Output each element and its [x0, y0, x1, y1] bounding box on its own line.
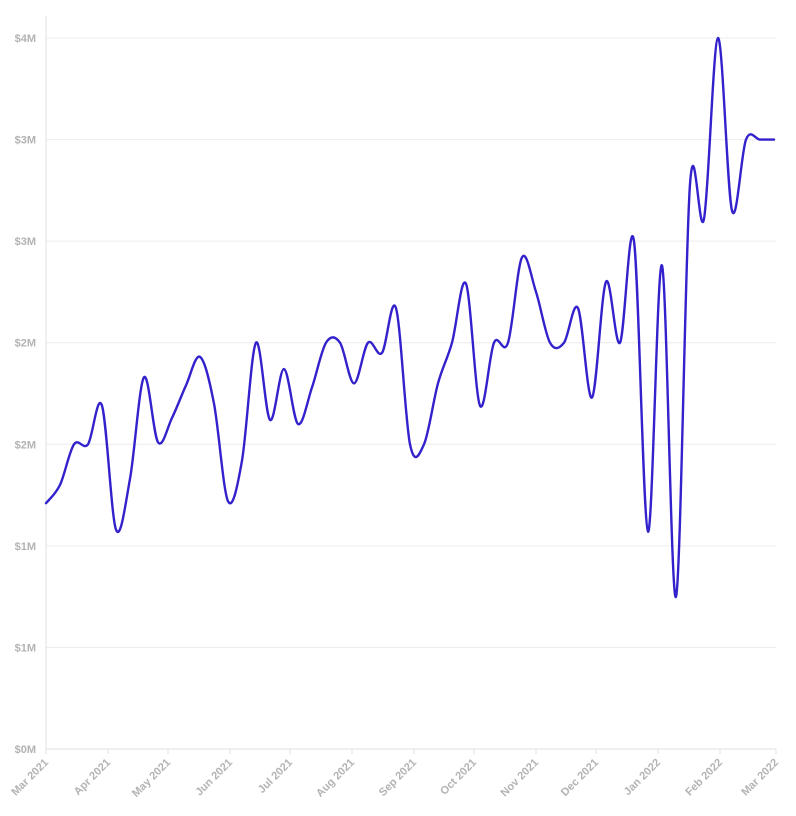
y-tick-label: $1M: [15, 541, 36, 553]
x-tick-label: Jun 2021: [193, 757, 235, 799]
y-tick-label: $3M: [15, 236, 36, 248]
y-tick-label: $4M: [15, 33, 36, 45]
x-tick-label: Oct 2021: [438, 757, 479, 798]
x-axis-tick-labels: Mar 2021 Apr 2021 May 2021 Jun 2021 Jul 2021…: [9, 749, 781, 800]
x-tick-label: Mar 2021: [9, 757, 51, 799]
y-tick-label: $3M: [15, 135, 36, 147]
x-tick-label: Sep 2021: [377, 757, 419, 799]
x-tick-label: Apr 2021: [72, 757, 113, 798]
x-tick-label: Dec 2021: [559, 757, 601, 799]
x-tick-label: Nov 2021: [498, 757, 541, 800]
y-axis-tick-labels: $0M $1M $1M $2M $2M $3M $3M $4M: [15, 33, 36, 756]
x-tick-label: May 2021: [130, 757, 173, 800]
x-tick-label: Jan 2022: [622, 757, 663, 798]
y-tick-label: $1M: [15, 642, 36, 654]
x-tick-label: Jul 2021: [256, 757, 295, 796]
series-layer: [44, 36, 776, 598]
y-tick-label: $2M: [15, 338, 36, 350]
x-tick-label: Feb 2022: [683, 757, 725, 799]
y-tick-label: $0M: [15, 744, 36, 756]
y-tick-label: $2M: [15, 439, 36, 451]
x-tick-label: Aug 2021: [314, 757, 357, 800]
series-line: [44, 36, 776, 598]
x-tick-label: Mar 2022: [739, 757, 781, 799]
